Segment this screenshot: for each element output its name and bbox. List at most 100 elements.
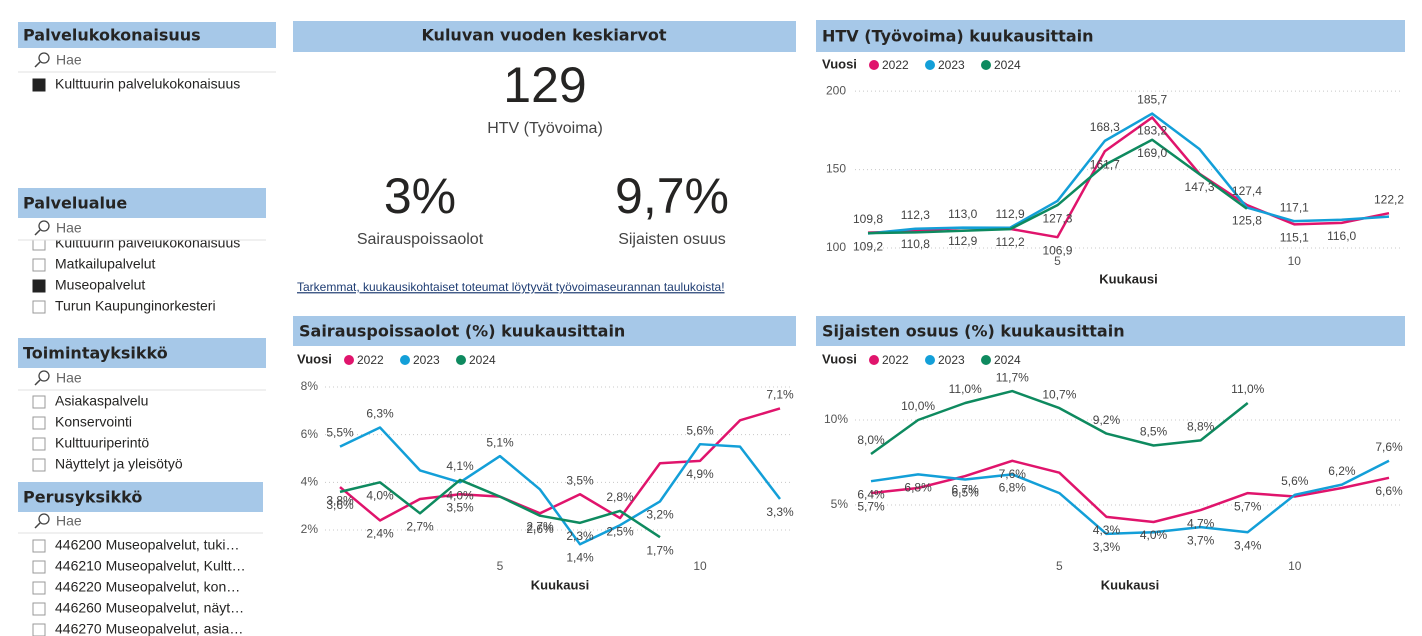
data-label: 11,0%	[949, 382, 982, 396]
data-label: 115,1	[1280, 230, 1309, 244]
search-placeholder[interactable]: Hae	[56, 513, 82, 529]
data-label: 109,2	[853, 240, 883, 254]
data-label: 169,0	[1137, 146, 1167, 160]
legend-marker[interactable]	[400, 355, 410, 365]
checkbox[interactable]	[32, 458, 46, 472]
series-line	[867, 112, 1390, 235]
data-label: 3,3%	[766, 505, 794, 519]
legend-title: Vuosi	[822, 351, 857, 366]
slicer-item[interactable]: Konservointi	[55, 414, 132, 430]
checkbox[interactable]	[32, 416, 46, 430]
data-label: 127,4	[1232, 184, 1262, 198]
slicer-item[interactable]: Kulttuuriperintö	[55, 435, 149, 451]
checkbox[interactable]	[32, 437, 46, 451]
legend-label[interactable]: 2022	[357, 353, 384, 367]
x-tick-label: 5	[497, 559, 504, 573]
y-tick-label: 200	[826, 83, 846, 97]
kpi-header: Kuluvan vuoden keskiarvot	[421, 26, 666, 45]
legend-marker[interactable]	[925, 60, 935, 70]
series-line	[339, 478, 661, 539]
report-link[interactable]: Tarkemmat, kuukausikohtaiset toteumat lö…	[297, 280, 725, 294]
y-tick-label: 2%	[301, 522, 319, 536]
slicer-header-bg	[18, 338, 266, 368]
checkbox[interactable]	[32, 602, 46, 616]
data-label: 117,1	[1280, 200, 1309, 214]
search-placeholder[interactable]: Hae	[56, 370, 82, 386]
data-label: 3,2%	[646, 508, 674, 522]
search-icon	[38, 52, 50, 64]
slicer-title: Perusyksikkö	[23, 488, 142, 507]
data-label: 3,5%	[446, 500, 474, 514]
data-label: 161,7	[1090, 157, 1120, 171]
slicer-item[interactable]: 446220 Museopalvelut, kon…	[55, 579, 240, 595]
search-icon	[34, 522, 41, 529]
data-label: 5,6%	[1281, 474, 1309, 488]
y-tick-label: 10%	[824, 412, 848, 426]
checkbox[interactable]	[32, 623, 46, 636]
slicer-item[interactable]: 446200 Museopalvelut, tuki…	[55, 537, 239, 553]
checkbox[interactable]	[32, 560, 46, 574]
checkbox[interactable]	[32, 78, 46, 92]
data-label: 10,0%	[901, 399, 935, 413]
search-box[interactable]	[18, 512, 263, 533]
checkbox[interactable]	[32, 395, 46, 409]
data-label: 3,7%	[1187, 533, 1215, 547]
search-box[interactable]	[18, 51, 276, 72]
checkbox[interactable]	[32, 581, 46, 595]
legend-marker[interactable]	[869, 60, 879, 70]
checkbox[interactable]	[32, 258, 46, 272]
data-label: 112,3	[901, 208, 930, 222]
slicer-item[interactable]: Turun Kaupunginorkesteri	[55, 298, 216, 314]
legend-label[interactable]: 2024	[469, 353, 496, 367]
checkbox[interactable]	[32, 539, 46, 553]
y-tick-label: 150	[826, 162, 846, 176]
data-label: 3,5%	[566, 473, 594, 487]
search-placeholder[interactable]: Hae	[56, 52, 82, 68]
legend-label[interactable]: 2022	[882, 58, 909, 72]
checkbox[interactable]	[32, 300, 46, 314]
data-label: 9,2%	[1093, 413, 1121, 427]
y-tick-label: 4%	[301, 474, 319, 488]
slicer-item[interactable]: Matkailupalvelut	[55, 256, 155, 272]
slicer-header-bg	[18, 188, 266, 218]
legend-label[interactable]: 2024	[994, 353, 1021, 367]
kpi-value: 9,7%	[615, 168, 729, 224]
legend-label[interactable]: 2023	[938, 58, 965, 72]
data-label: 4,9%	[686, 467, 714, 481]
legend-marker[interactable]	[869, 355, 879, 365]
data-label: 4,0%	[366, 488, 394, 502]
slicer-item[interactable]: Näyttelyt ja yleisötyö	[55, 456, 183, 472]
legend-marker[interactable]	[981, 60, 991, 70]
legend-label[interactable]: 2023	[938, 353, 965, 367]
slicer-item[interactable]: Kulttuurin palvelukokonaisuus	[55, 76, 240, 92]
slicer-item[interactable]: 446270 Museopalvelut, asia…	[55, 621, 243, 636]
data-label: 4,1%	[446, 459, 474, 473]
data-label: 11,7%	[996, 370, 1029, 384]
checkbox[interactable]	[32, 279, 46, 293]
chart-title: Sijaisten osuus (%) kuukausittain	[822, 322, 1125, 341]
legend-label[interactable]: 2022	[882, 353, 909, 367]
legend-label[interactable]: 2024	[994, 58, 1021, 72]
slicer-item[interactable]: Asiakaspalvelu	[55, 393, 148, 409]
data-label: 2,4%	[366, 527, 394, 541]
search-placeholder[interactable]: Hae	[56, 220, 82, 236]
data-label: 2,6%	[526, 522, 554, 536]
search-box[interactable]	[18, 369, 266, 390]
search-icon	[34, 61, 41, 68]
legend-label[interactable]: 2023	[413, 353, 440, 367]
legend-marker[interactable]	[925, 355, 935, 365]
slicer-item[interactable]: 446260 Museopalvelut, näyt…	[55, 600, 244, 616]
legend-title: Vuosi	[822, 56, 857, 71]
search-box[interactable]	[18, 219, 266, 240]
data-label: 147,3	[1185, 180, 1215, 194]
data-label: 6,5%	[952, 486, 980, 500]
slicer-item[interactable]: 446210 Museopalvelut, Kultt…	[55, 558, 246, 574]
data-label: 3,6%	[326, 498, 354, 512]
data-label: 5,7%	[1234, 499, 1262, 513]
data-label: 4,3%	[1093, 523, 1121, 537]
legend-marker[interactable]	[456, 355, 466, 365]
legend-marker[interactable]	[344, 355, 354, 365]
legend-marker[interactable]	[981, 355, 991, 365]
slicer-item[interactable]: Museopalvelut	[55, 277, 145, 293]
series-line	[867, 138, 1248, 235]
